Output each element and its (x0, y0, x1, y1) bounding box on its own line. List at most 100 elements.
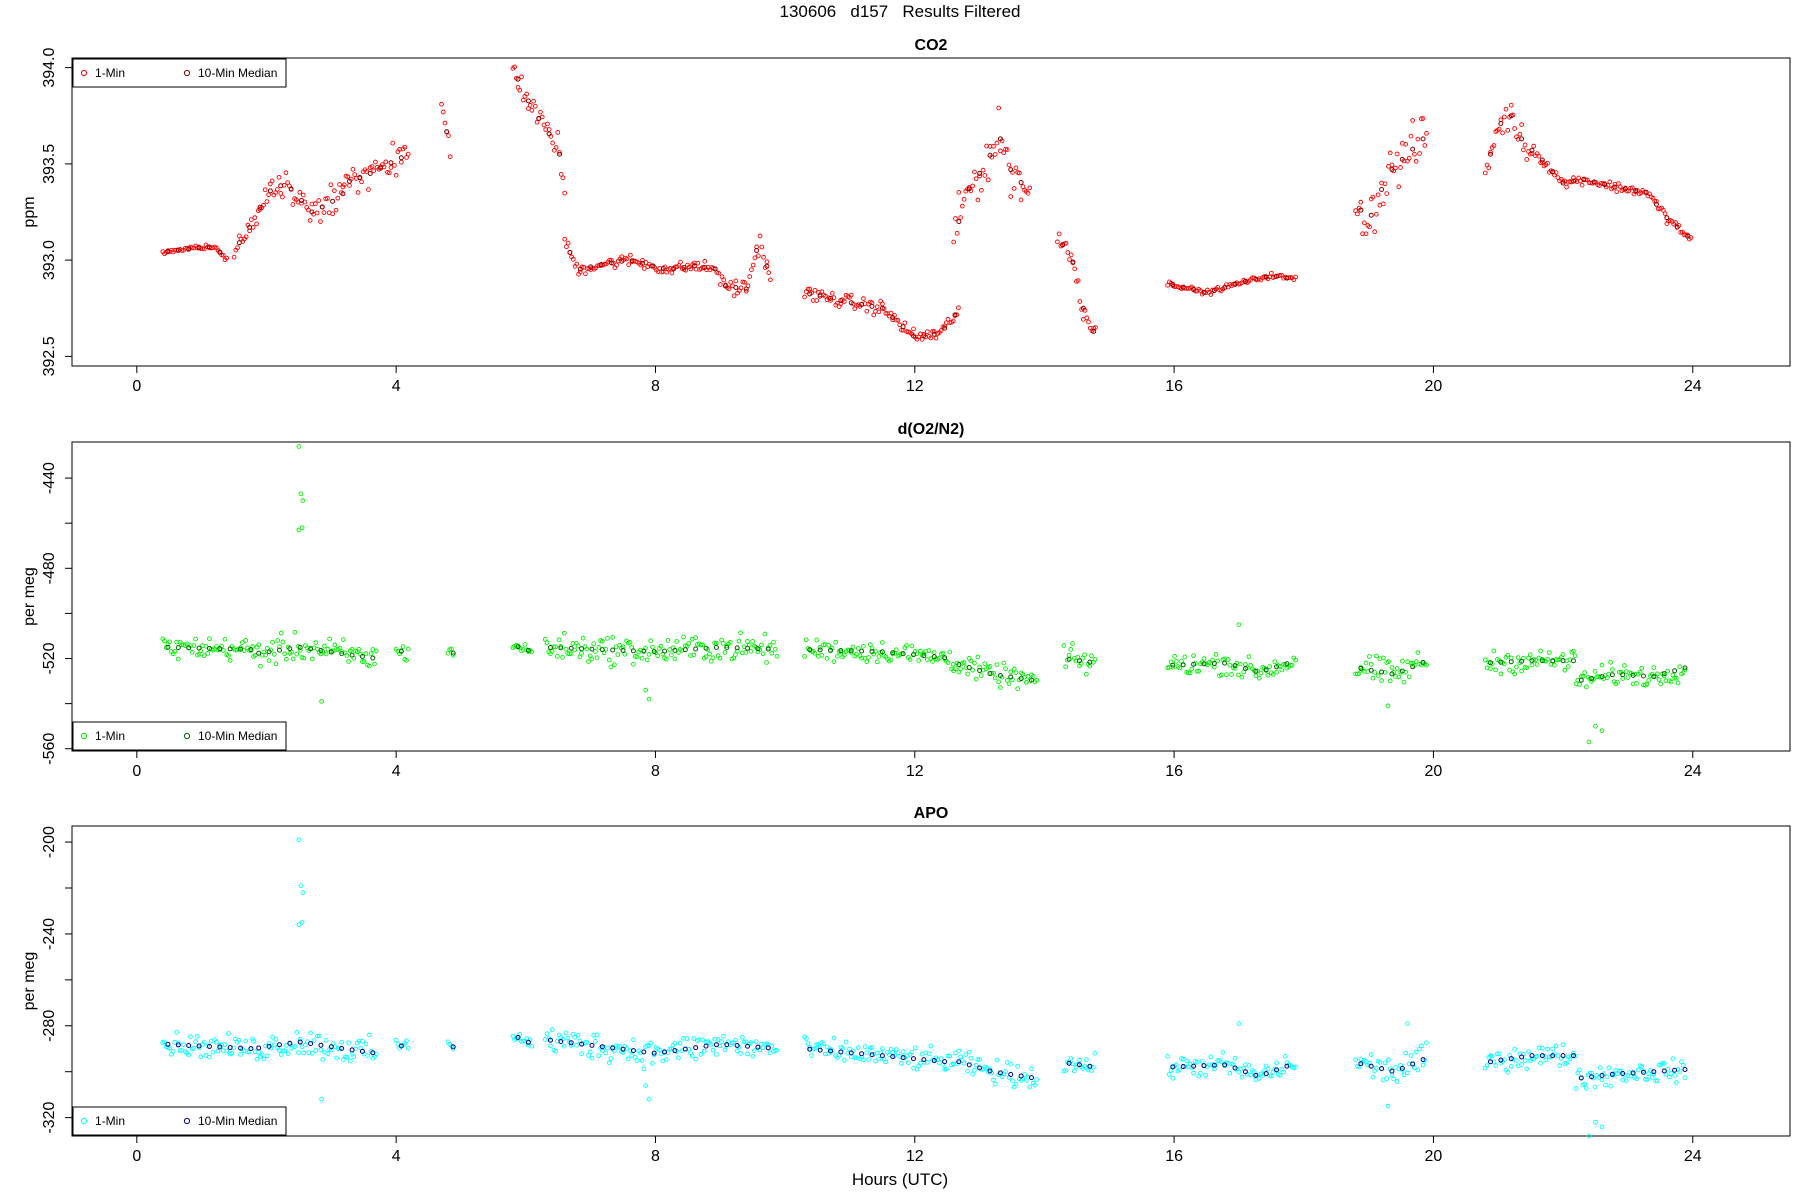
data-point (274, 187, 280, 192)
median-point (515, 76, 521, 82)
data-point (243, 1038, 249, 1044)
median-point (175, 1042, 181, 1048)
data-point (961, 1060, 967, 1066)
data-point (760, 651, 766, 657)
data-point (346, 659, 351, 664)
data-point (888, 310, 894, 316)
median-point (1674, 224, 1680, 230)
data-point (1265, 1066, 1271, 1072)
data-point (956, 189, 962, 195)
x-tick-label: 12 (906, 378, 924, 395)
median-point (1274, 664, 1280, 670)
data-point (1486, 165, 1492, 171)
data-point (544, 640, 550, 646)
median-point (987, 671, 993, 677)
data-point (270, 639, 275, 645)
median-point (165, 1041, 171, 1047)
median-point (765, 1045, 771, 1051)
median-point (1274, 1067, 1280, 1073)
data-point (229, 1050, 235, 1056)
data-point (1406, 155, 1412, 161)
median-point (1242, 665, 1248, 671)
data-point (296, 527, 302, 533)
data-point (393, 1037, 399, 1043)
data-point (1599, 662, 1605, 668)
data-point (973, 1062, 979, 1068)
data-point (1001, 660, 1007, 666)
median-point (340, 191, 346, 197)
data-point (1614, 189, 1620, 195)
data-point (1584, 684, 1589, 690)
median-point (1076, 658, 1082, 664)
data-point (809, 1053, 814, 1058)
median-point (1620, 1071, 1626, 1077)
data-point (812, 287, 818, 293)
data-point (1372, 229, 1378, 235)
data-point (1201, 656, 1207, 661)
median-point (755, 1044, 761, 1050)
data-point (580, 635, 586, 641)
data-point (222, 636, 228, 642)
data-point (207, 1054, 212, 1060)
data-point (1293, 1064, 1298, 1070)
data-point (1208, 1054, 1214, 1060)
data-point (1488, 666, 1493, 672)
data-point (928, 1043, 934, 1049)
data-point (992, 1081, 998, 1087)
data-point (512, 64, 517, 70)
median-point (1399, 668, 1405, 674)
data-point (587, 1049, 593, 1055)
data-point (1067, 257, 1072, 262)
median-point (1263, 1071, 1269, 1077)
data-point (1545, 1046, 1550, 1052)
median-point (276, 1042, 282, 1048)
data-point (909, 643, 915, 649)
data-point (959, 203, 965, 209)
median-point (1170, 662, 1176, 668)
data-point (1417, 151, 1422, 156)
data-point (953, 216, 958, 221)
data-point (956, 1048, 962, 1054)
data-point (1218, 1059, 1224, 1065)
data-point (567, 651, 572, 657)
data-point (1420, 116, 1426, 121)
median-point (1578, 1075, 1584, 1081)
median-point (357, 174, 363, 180)
data-point (296, 444, 302, 449)
median-point (547, 644, 553, 650)
data-point (1032, 1082, 1038, 1088)
data-point (203, 643, 209, 649)
data-point (620, 1050, 626, 1055)
data-point (987, 664, 993, 669)
data-point (1562, 667, 1568, 673)
data-point (646, 652, 652, 657)
data-point (1232, 665, 1238, 671)
data-point (835, 653, 840, 659)
data-point (1656, 677, 1662, 682)
data-point (243, 638, 249, 643)
median-point (1498, 1057, 1504, 1063)
data-point (617, 1043, 622, 1049)
median-point (1640, 673, 1646, 679)
data-point (1420, 1062, 1426, 1068)
data-point (1622, 663, 1627, 668)
median-point (629, 258, 635, 264)
data-point (698, 642, 704, 648)
data-point (296, 837, 302, 843)
data-point (973, 176, 979, 182)
median-point (288, 186, 294, 192)
data-point (445, 650, 451, 656)
data-point (606, 1060, 612, 1066)
data-point (977, 173, 982, 179)
data-point (720, 641, 726, 646)
data-point (1639, 665, 1645, 671)
data-point (201, 1039, 207, 1045)
panel-title: CO2 (915, 37, 948, 54)
median-point (682, 1046, 688, 1052)
data-point (1623, 1078, 1629, 1084)
data-point (565, 240, 571, 246)
median-point (217, 1044, 223, 1050)
data-point (991, 1077, 996, 1083)
median-point (1180, 284, 1186, 290)
data-point (1637, 669, 1643, 675)
